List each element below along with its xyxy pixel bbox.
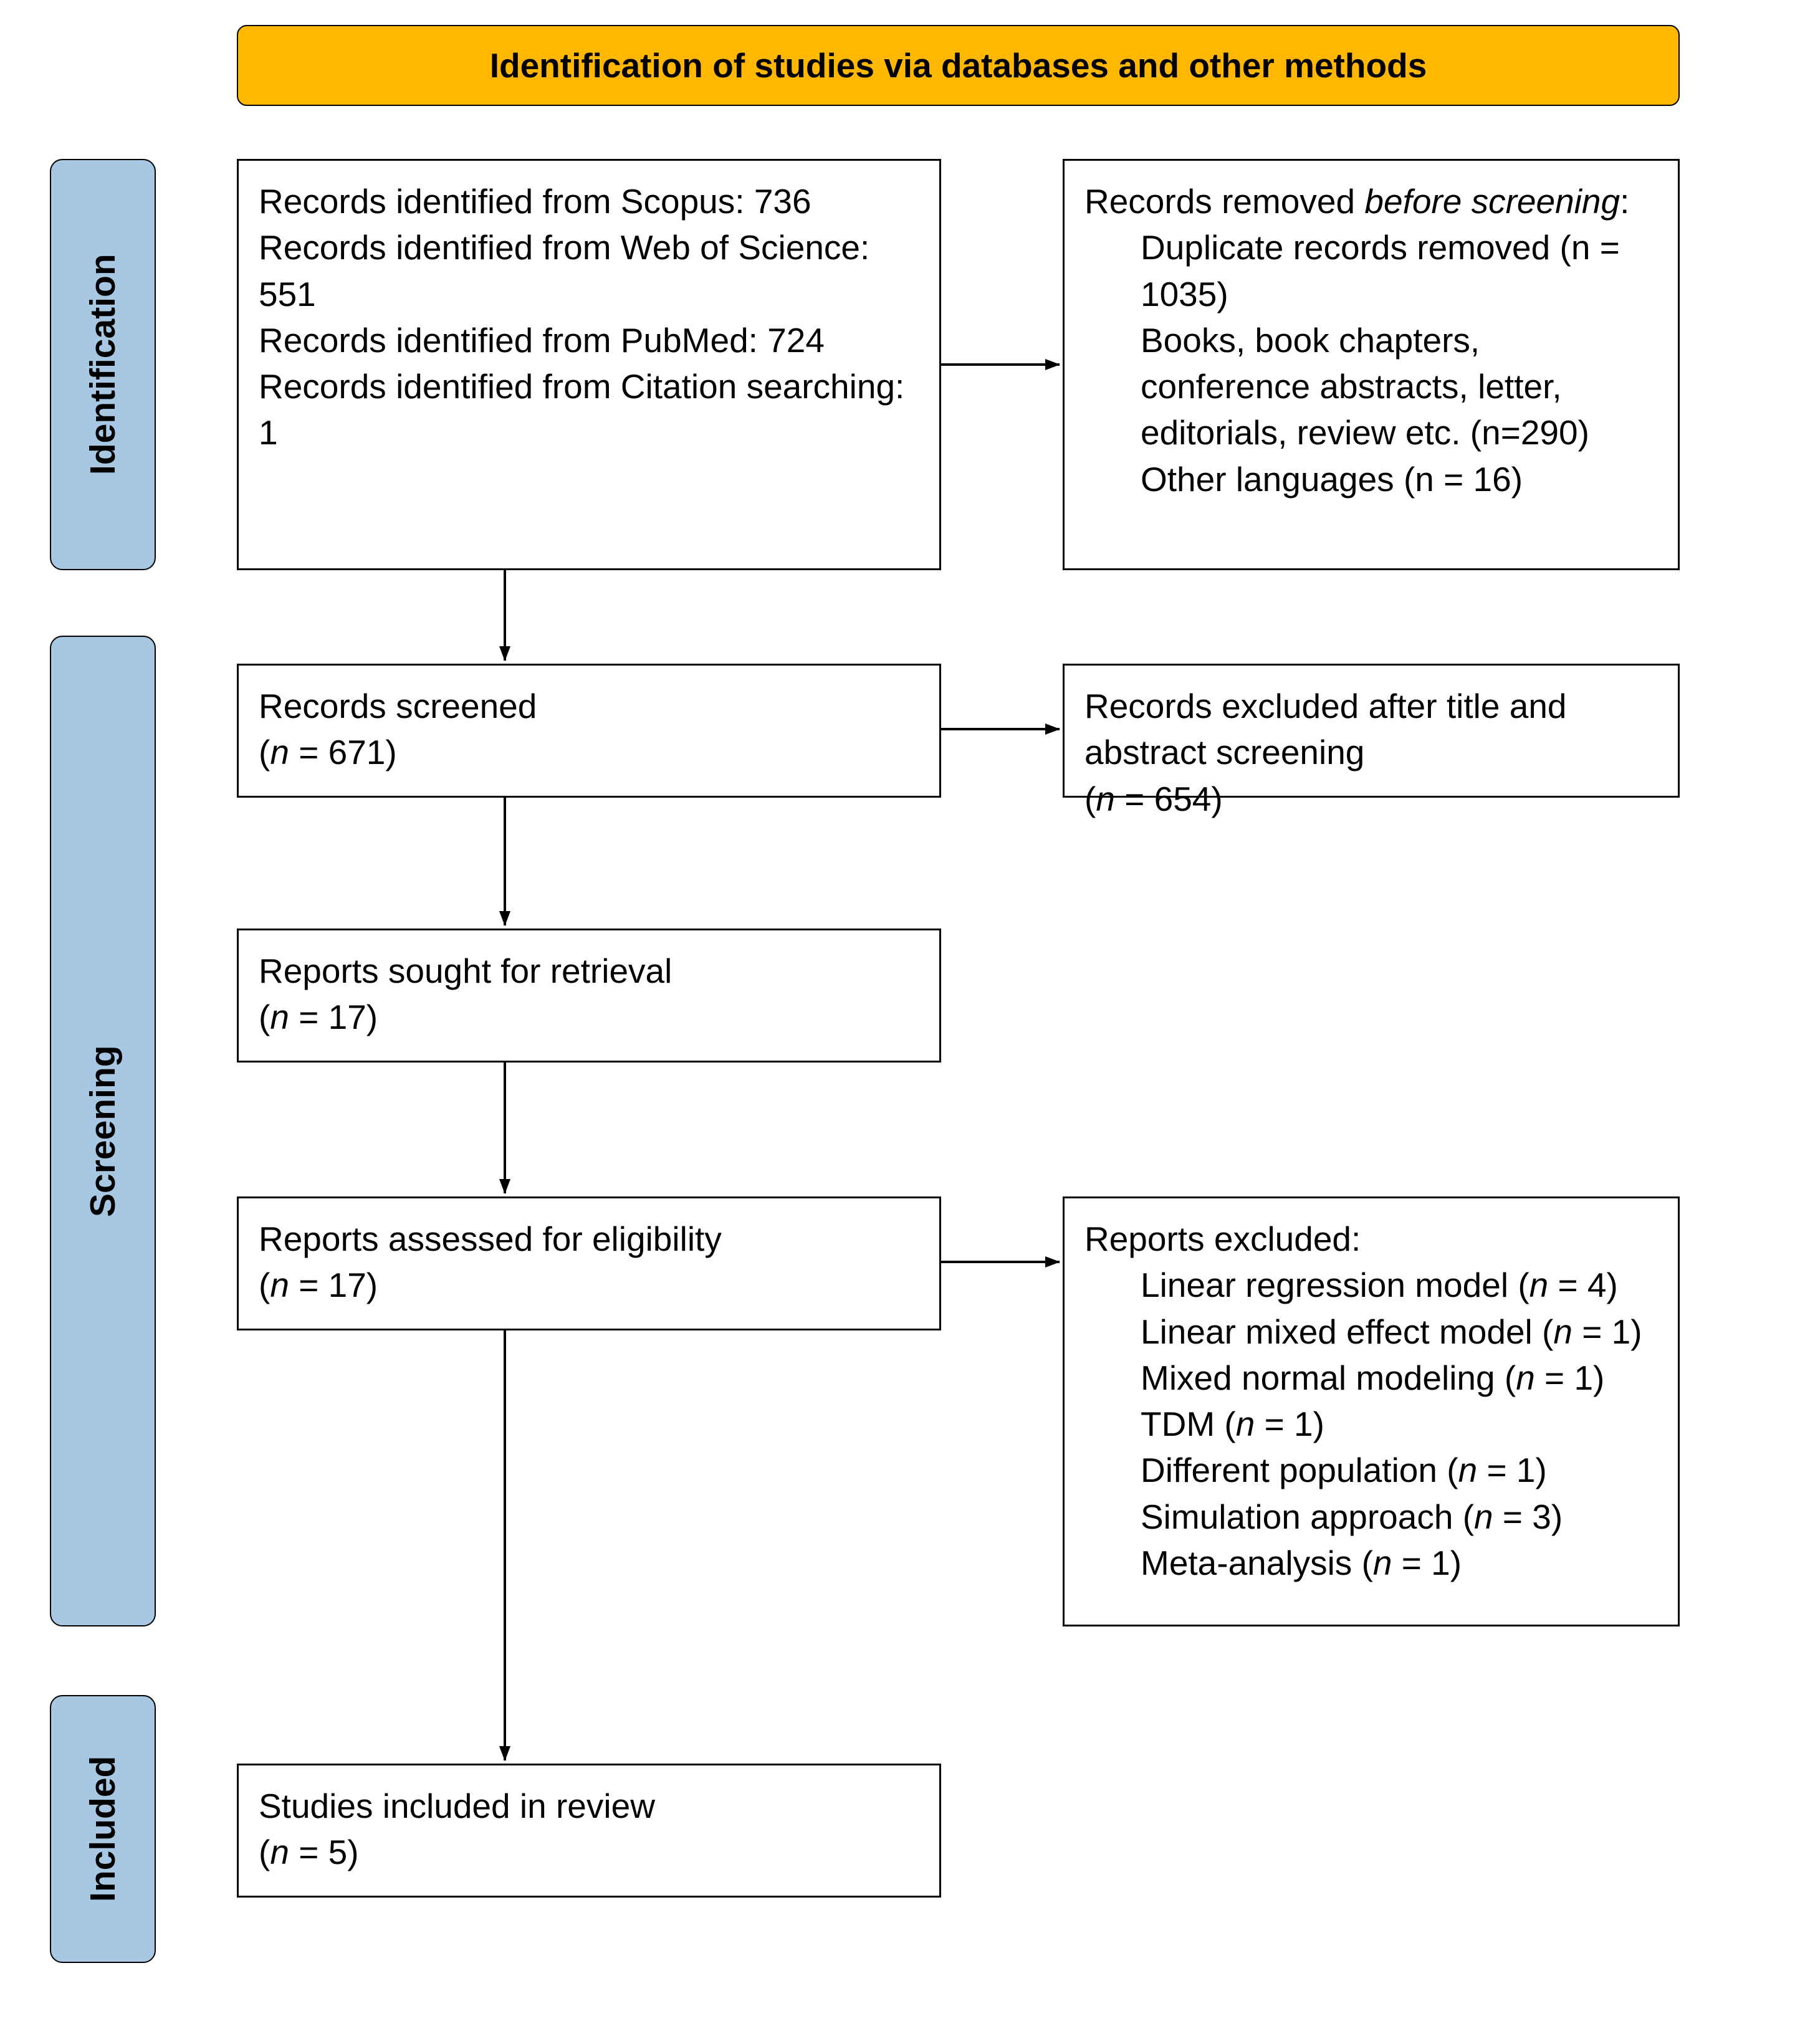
box-sought-retrieval: Reports sought for retrieval (n = 17) [237,929,941,1063]
removed-item-1: Books, book chapters, conference abstrac… [1084,317,1658,456]
excrep-3: TDM (n = 1) [1084,1401,1658,1447]
excrep-6: Meta-analysis (n = 1) [1084,1540,1658,1586]
excrep-1: Linear mixed effect model (n = 1) [1084,1309,1658,1355]
stage-label-included: Included [50,1695,156,1963]
box-reports-excluded: Reports excluded: Linear regression mode… [1063,1196,1680,1626]
box-assessed-eligibility: Reports assessed for eligibility (n = 17… [237,1196,941,1330]
screened-count: (n = 671) [259,729,919,775]
elig-title: Reports assessed for eligibility [259,1216,919,1262]
excrep-5: Simulation approach (n = 3) [1084,1494,1658,1540]
removed-item-2: Other languages (n = 16) [1084,456,1658,502]
sought-count: (n = 17) [259,994,919,1040]
excrep-2: Mixed normal modeling (n = 1) [1084,1355,1658,1401]
box-excluded-title-abstract: Records excluded after title and abstrac… [1063,664,1680,798]
excrep-4: Different population (n = 1) [1084,1447,1658,1493]
box-included: Studies included in review (n = 5) [237,1764,941,1898]
stage-label-identification: Identification [50,159,156,570]
screened-title: Records screened [259,683,919,729]
box-records-identified: Records identified from Scopus: 736 Reco… [237,159,941,570]
header-banner: Identification of studies via databases … [237,25,1680,106]
stage-label-screening: Screening [50,636,156,1626]
excrep-0: Linear regression model (n = 4) [1084,1262,1658,1308]
sought-title: Reports sought for retrieval [259,948,919,994]
excl-title-count: (n = 654) [1084,776,1658,822]
flowchart-container: Identification of studies via databases … [25,25,1770,2019]
id-line-0: Records identified from Scopus: 736 [259,178,919,224]
id-line-1: Records identified from Web of Science: … [259,224,919,317]
included-title: Studies included in review [259,1783,919,1829]
elig-count: (n = 17) [259,1262,919,1308]
id-line-3: Records identified from Citation searchi… [259,363,919,456]
box-removed-before-screening: Records removed before screening: Duplic… [1063,159,1680,570]
id-line-2: Records identified from PubMed: 724 [259,317,919,363]
removed-heading: Records removed before screening: [1084,178,1658,224]
box-records-screened: Records screened (n = 671) [237,664,941,798]
excrep-title: Reports excluded: [1084,1216,1658,1262]
removed-item-0: Duplicate records removed (n = 1035) [1084,224,1658,317]
excl-title: Records excluded after title and abstrac… [1084,683,1658,776]
header-text: Identification of studies via databases … [490,45,1427,85]
included-count: (n = 5) [259,1829,919,1875]
